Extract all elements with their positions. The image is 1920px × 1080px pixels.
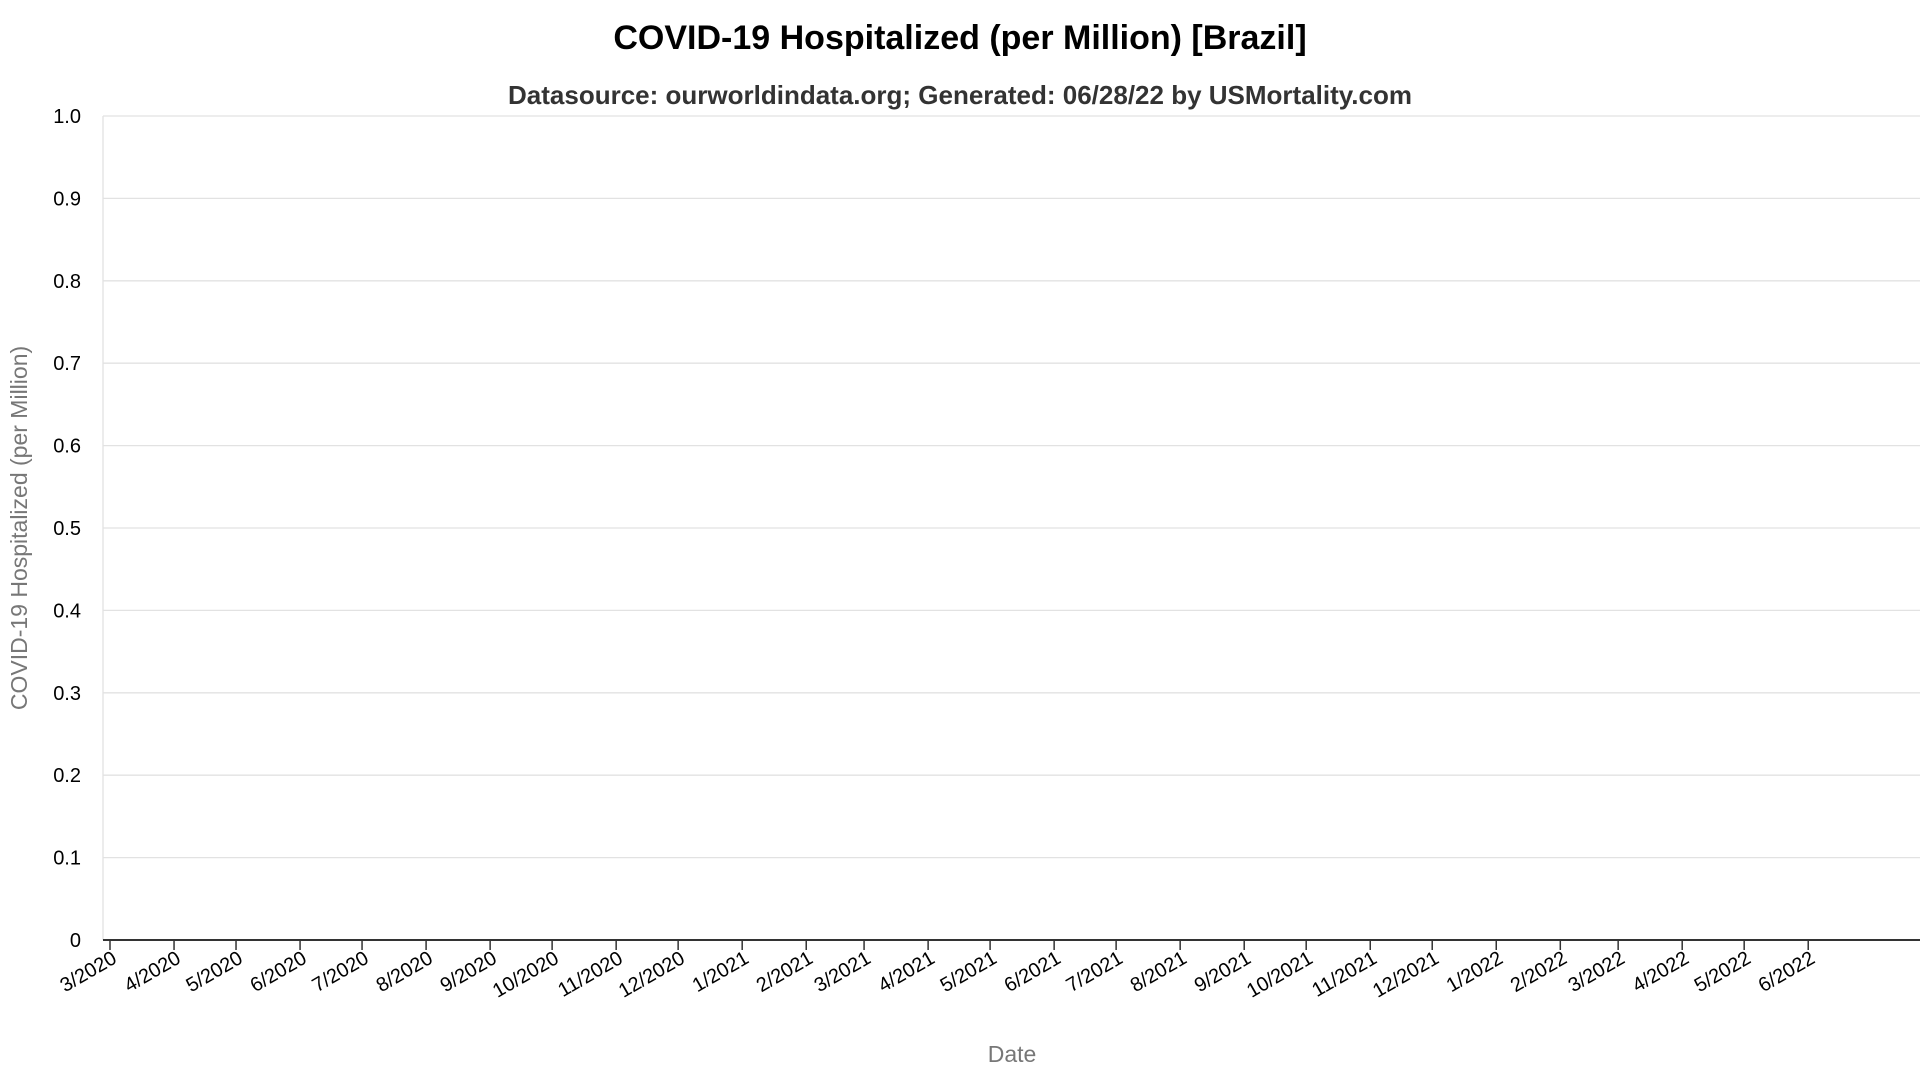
x-tick-label: 12/2021 [1369,947,1443,1002]
x-tick-label: 12/2020 [615,947,689,1002]
y-axis: 0 0.1 0.2 0.3 0.4 0.5 0.6 0.7 0.8 0.9 1.0 [53,106,104,952]
y-tick-label: 0.6 [53,436,81,458]
y-tick-label: 0.9 [53,188,81,210]
x-tick-label: 1/2022 [1443,947,1507,997]
x-tick-label: 7/2020 [309,947,373,997]
x-tick-label: 6/2020 [247,947,311,997]
x-tick-label: 5/2021 [937,947,1001,997]
x-tick-label: 4/2020 [121,947,185,997]
x-tick-label: 2/2022 [1507,947,1571,997]
y-tick-label: 0.4 [53,600,81,622]
y-axis-title: COVID-19 Hospitalized (per Million) [6,346,32,710]
x-tick-label: 9/2020 [437,947,501,997]
x-tick-label: 10/2020 [489,947,563,1002]
x-tick-label: 3/2021 [811,947,875,997]
x-tick-label: 4/2022 [1629,947,1693,997]
x-tick-label: 11/2020 [554,947,626,1001]
y-tick-label: 1.0 [53,106,81,128]
y-tick-label: 0 [70,930,81,952]
x-tick-label: 7/2021 [1063,947,1127,997]
y-tick-label: 0.7 [53,353,81,375]
x-tick-label: 5/2022 [1691,947,1755,997]
x-tick-label: 8/2021 [1127,947,1191,997]
y-tick-label: 0.8 [53,271,81,293]
x-tick-label: 2/2021 [753,947,817,997]
y-tick-label: 0.2 [53,765,81,787]
grid [103,115,1920,859]
x-tick-label: 3/2020 [57,947,121,997]
x-tick-label: 8/2020 [373,947,437,997]
x-axis-title: Date [988,1041,1037,1067]
x-tick-label: 1/2021 [689,947,753,997]
x-tick-label: 4/2021 [875,947,939,997]
chart-subtitle: Datasource: ourworldindata.org; Generate… [508,80,1412,110]
x-tick-label: 10/2021 [1243,947,1317,1002]
x-tick-label: 11/2021 [1308,947,1380,1001]
chart-title: COVID-19 Hospitalized (per Million) [Bra… [613,19,1306,57]
y-tick-label: 0.3 [53,683,81,705]
y-tick-label: 0.1 [53,848,81,870]
x-tick-label: 3/2022 [1565,947,1629,997]
x-tick-label: 6/2021 [1001,947,1065,997]
x-tick-label: 5/2020 [183,947,247,997]
y-tick-label: 0.5 [53,518,81,540]
x-tick-label: 9/2021 [1191,947,1255,997]
x-tick-label: 6/2022 [1755,947,1819,997]
